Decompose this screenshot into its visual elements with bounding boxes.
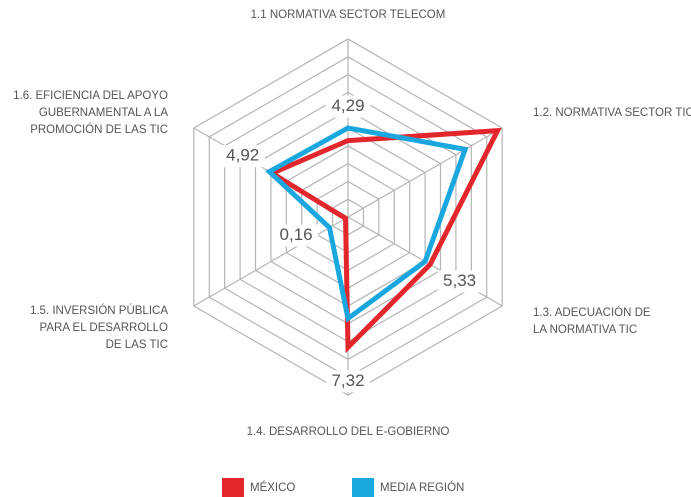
axis-label: GUBERNAMENTAL A LA <box>39 107 168 119</box>
axis-label: 1.2. NORMATIVA SECTOR TIC <box>533 107 691 119</box>
axis-spoke <box>193 216 349 307</box>
axis-label: DE LAS TIC <box>106 339 168 351</box>
axis-label: PARA EL DESARROLLO <box>40 322 169 334</box>
value-label-bg <box>274 224 319 247</box>
axis-label: 1.1 NORMATIVA SECTOR TELECOM <box>251 9 446 21</box>
value-label-bg <box>220 145 265 168</box>
value-label-bg <box>326 370 370 393</box>
axis-label: 1.5. INVERSIÓN PÚBLICA <box>30 304 168 317</box>
legend-swatch <box>352 478 374 497</box>
value-label: 7,32 <box>331 371 364 390</box>
legend-label: MEDIA REGIÓN <box>380 481 464 494</box>
axis-spoke <box>347 127 503 218</box>
value-label-bg <box>437 270 482 293</box>
legend-swatch <box>222 478 244 497</box>
axis-label: PROMOCIÓN DE LAS TIC <box>30 123 168 136</box>
legend-label: MÉXICO <box>250 481 295 494</box>
axis-label: 1.3. ADECUACIÓN DE <box>533 306 651 319</box>
value-label: 5,33 <box>443 271 476 290</box>
value-label-bg <box>326 95 370 118</box>
axis-label: 1.4. DESARROLLO DEL E-GOBIERNO <box>247 426 450 438</box>
value-label: 4,92 <box>226 146 259 165</box>
value-label: 0,16 <box>280 225 313 244</box>
axis-label: 1.6. EFICIENCIA DEL APOYO <box>13 90 168 102</box>
value-label: 4,29 <box>331 96 364 115</box>
series-outline <box>265 125 469 323</box>
axis-label: LA NORMATIVA TIC <box>533 324 637 336</box>
